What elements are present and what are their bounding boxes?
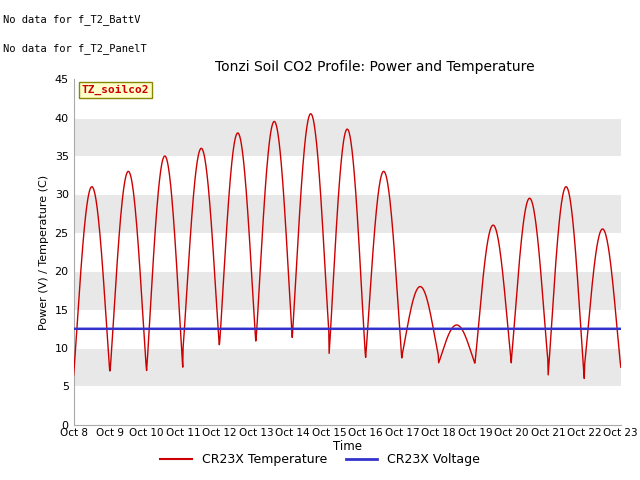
Bar: [74, 386, 621, 425]
Text: No data for f_T2_BattV: No data for f_T2_BattV: [3, 14, 141, 25]
Bar: [74, 156, 621, 194]
Bar: [74, 310, 621, 348]
Y-axis label: Power (V) / Temperature (C): Power (V) / Temperature (C): [39, 174, 49, 330]
Text: TZ_soilco2: TZ_soilco2: [82, 85, 149, 95]
Bar: [74, 79, 621, 118]
Title: Tonzi Soil CO2 Profile: Power and Temperature: Tonzi Soil CO2 Profile: Power and Temper…: [215, 60, 534, 74]
X-axis label: Time: Time: [333, 440, 362, 453]
Text: No data for f_T2_PanelT: No data for f_T2_PanelT: [3, 43, 147, 54]
Legend: CR23X Temperature, CR23X Voltage: CR23X Temperature, CR23X Voltage: [156, 448, 484, 471]
Bar: [74, 233, 621, 271]
